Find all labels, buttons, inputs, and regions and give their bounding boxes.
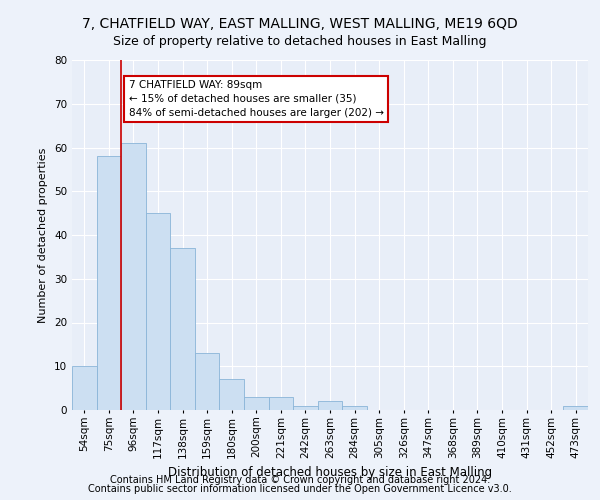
- Bar: [318, 401, 342, 410]
- Bar: [146, 213, 170, 410]
- Bar: [269, 397, 293, 410]
- Text: 7 CHATFIELD WAY: 89sqm
← 15% of detached houses are smaller (35)
84% of semi-det: 7 CHATFIELD WAY: 89sqm ← 15% of detached…: [128, 80, 383, 118]
- Bar: [563, 406, 588, 410]
- Text: Contains public sector information licensed under the Open Government Licence v3: Contains public sector information licen…: [88, 484, 512, 494]
- Text: Contains HM Land Registry data © Crown copyright and database right 2024.: Contains HM Land Registry data © Crown c…: [110, 475, 490, 485]
- Bar: [293, 406, 318, 410]
- Bar: [121, 143, 146, 410]
- Bar: [72, 366, 97, 410]
- X-axis label: Distribution of detached houses by size in East Malling: Distribution of detached houses by size …: [168, 466, 492, 479]
- Y-axis label: Number of detached properties: Number of detached properties: [38, 148, 49, 322]
- Bar: [342, 406, 367, 410]
- Bar: [170, 248, 195, 410]
- Text: Size of property relative to detached houses in East Malling: Size of property relative to detached ho…: [113, 35, 487, 48]
- Bar: [220, 380, 244, 410]
- Bar: [97, 156, 121, 410]
- Text: 7, CHATFIELD WAY, EAST MALLING, WEST MALLING, ME19 6QD: 7, CHATFIELD WAY, EAST MALLING, WEST MAL…: [82, 18, 518, 32]
- Bar: [195, 353, 220, 410]
- Bar: [244, 397, 269, 410]
